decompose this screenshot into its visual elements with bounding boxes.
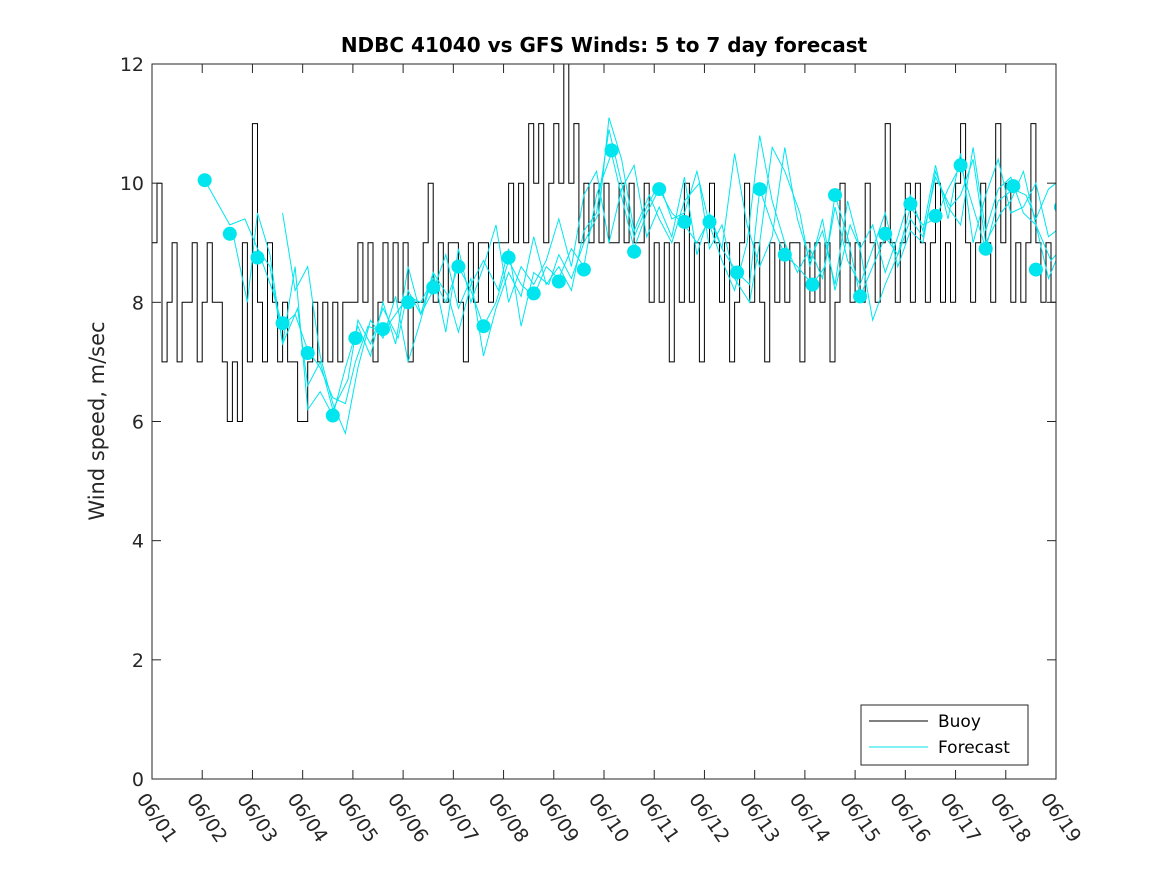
forecast-marker-point — [805, 277, 820, 292]
forecast-marker-point — [576, 262, 591, 277]
legend-box — [860, 704, 1029, 766]
forecast-marker-point — [730, 265, 745, 280]
chart-title: NDBC 41040 vs GFS Winds: 5 to 7 day fore… — [341, 33, 868, 57]
series-line-forecast-run-3 — [282, 147, 1056, 436]
forecast-marker-point — [978, 241, 993, 256]
forecast-marker-point — [878, 226, 893, 241]
forecast-marker-point — [652, 182, 667, 197]
y-axis-label: Wind speed, m/sec — [85, 321, 109, 520]
y-tick-label: 0 — [132, 769, 144, 791]
forecast-marker-point — [627, 244, 642, 259]
forecast-marker-point — [526, 286, 541, 301]
forecast-marker-point — [300, 346, 315, 360]
forecast-marker-point — [903, 197, 918, 211]
y-tick-label: 10 — [120, 173, 144, 195]
legend: Buoy Forecast — [860, 704, 1029, 766]
forecast-marker-point — [953, 158, 968, 173]
y-tick-label: 8 — [132, 292, 144, 314]
forecast-marker-point — [426, 280, 441, 295]
legend-label: Buoy — [938, 712, 981, 732]
forecast-marker-point — [1006, 179, 1021, 194]
forecast-marker-point — [250, 250, 265, 265]
series-line-buoy — [152, 64, 1056, 422]
forecast-marker-point — [222, 226, 237, 241]
forecast-marker-point — [476, 319, 491, 334]
forecast-marker-point — [501, 250, 516, 265]
forecast-marker-point — [702, 214, 717, 229]
forecast-marker-point — [1028, 262, 1043, 277]
forecast-marker-point — [604, 143, 619, 158]
y-tick-label: 2 — [132, 650, 144, 672]
forecast-marker-point — [777, 247, 792, 262]
forecast-marker-point — [677, 214, 692, 229]
series-line-forecast-run-0 — [204, 151, 1056, 405]
forecast-marker-point — [752, 182, 767, 197]
forecast-marker-point — [401, 295, 416, 310]
forecast-marker-point — [348, 331, 363, 346]
forecast-marker-point — [451, 259, 466, 274]
plot-series-group — [152, 64, 1056, 436]
y-tick-label: 6 — [132, 412, 144, 434]
series-line-forecast-run-1 — [231, 117, 1056, 411]
forecast-marker-point — [275, 316, 290, 331]
forecast-marker-point — [376, 322, 390, 337]
legend-label: Forecast — [938, 738, 1010, 758]
plot-area — [152, 64, 1056, 436]
forecast-marker-point — [928, 208, 943, 223]
y-tick-label: 12 — [120, 54, 144, 76]
forecast-marker-point — [325, 408, 340, 423]
forecast-marker-point — [853, 289, 868, 304]
y-tick-label: 4 — [132, 531, 144, 553]
forecast-marker-point — [197, 173, 212, 188]
forecast-marker-point — [551, 274, 566, 289]
forecast-marker-point — [828, 188, 842, 203]
